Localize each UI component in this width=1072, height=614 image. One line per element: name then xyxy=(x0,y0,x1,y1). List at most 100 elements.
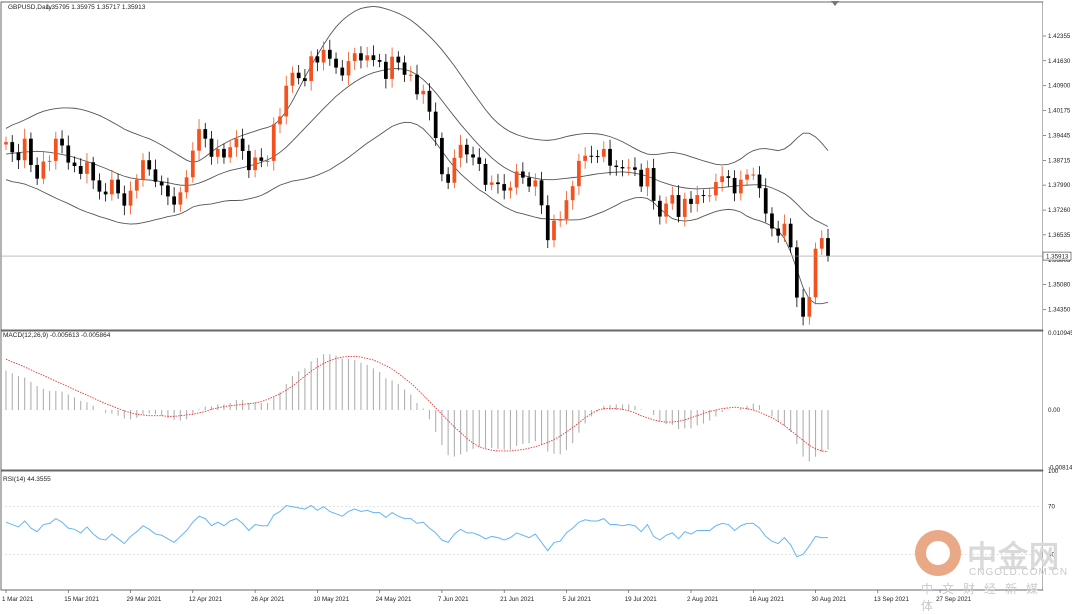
candle-body xyxy=(53,138,58,161)
chart-ohlc-label: 1.35795 1.35975 1.35717 1.35913 xyxy=(46,4,146,11)
price-scale xyxy=(1043,471,1071,590)
bollinger-upper-line xyxy=(5,5,829,166)
candle-body xyxy=(558,218,563,221)
candle-body xyxy=(209,138,214,157)
price-scale xyxy=(1043,331,1071,470)
candle-body xyxy=(471,154,475,158)
price-tick-label: 1.39445 xyxy=(1048,132,1071,139)
candle-body xyxy=(16,152,21,161)
candle-body xyxy=(415,74,419,95)
candle-body xyxy=(228,147,233,158)
candle-body xyxy=(813,248,818,298)
candle-body xyxy=(141,160,145,180)
candle-body xyxy=(4,142,8,145)
candle-body xyxy=(726,176,731,178)
candle-body xyxy=(651,168,656,201)
candle-body xyxy=(732,177,737,194)
price-tick-label: 1.34350 xyxy=(1048,307,1071,314)
candle-body xyxy=(377,60,382,62)
candle-body xyxy=(714,182,718,196)
candle-body xyxy=(452,157,457,183)
price-tick-label: 1.35080 xyxy=(1048,282,1071,289)
candle-body xyxy=(259,157,264,161)
macd-pane: 0.010945 0.00 -0.008144 xyxy=(0,330,1072,471)
candle-body xyxy=(707,195,712,197)
candle-body xyxy=(427,90,432,112)
x-tick-label: 12 Apr 2021 xyxy=(189,596,223,603)
candle-body xyxy=(620,167,625,169)
rsi-indicator-label: RSI(14) 44.3555 xyxy=(3,476,51,483)
candle-body xyxy=(371,55,376,61)
candle-body xyxy=(496,182,500,185)
candle-body xyxy=(178,192,183,205)
candle-body xyxy=(440,137,444,175)
candle-body xyxy=(745,174,749,180)
macd-tick-label: 0.010945 xyxy=(1048,330,1072,337)
scroll-shift-marker-icon[interactable] xyxy=(831,1,839,6)
candle-body xyxy=(265,160,270,162)
candle-body xyxy=(645,168,650,187)
candle-body xyxy=(533,180,538,187)
candle-body xyxy=(128,190,133,206)
candle-body xyxy=(253,157,257,171)
watermark-slogan: 中文财经新媒体 xyxy=(921,582,1048,613)
x-tick-label: 5 Jul 2021 xyxy=(562,596,591,603)
pane-frame xyxy=(0,470,1044,591)
candle-body xyxy=(539,180,544,206)
candle-body xyxy=(464,144,469,155)
x-tick-label: 13 Sep 2021 xyxy=(874,596,910,603)
rsi-tick-label: 100 xyxy=(1048,468,1059,475)
candle-body xyxy=(246,150,251,171)
candle-body xyxy=(527,177,531,187)
candle-body xyxy=(570,186,575,201)
pane-frame xyxy=(0,330,1044,471)
price-tick-label: 1.36535 xyxy=(1048,232,1071,239)
candle-body xyxy=(66,145,71,163)
x-tick-label: 29 Mar 2021 xyxy=(127,596,162,603)
candle-body xyxy=(458,144,463,158)
candle-body xyxy=(359,53,363,61)
candle-body xyxy=(41,161,46,179)
candle-body xyxy=(85,162,89,174)
price-tick-label: 1.37260 xyxy=(1048,207,1071,214)
candle-body xyxy=(159,181,164,186)
price-tick-label: 1.38715 xyxy=(1048,157,1071,164)
candle-body xyxy=(278,116,282,125)
bollinger-lower-line xyxy=(5,121,829,305)
candle-body xyxy=(738,179,743,194)
x-tick-label: 10 May 2021 xyxy=(313,596,349,603)
candle-body xyxy=(421,90,426,95)
candle-body xyxy=(751,174,756,176)
candle-body xyxy=(234,138,239,148)
candle-body xyxy=(134,179,139,191)
candle-body xyxy=(657,200,662,217)
candle-body xyxy=(776,228,781,236)
candle-body xyxy=(608,148,612,166)
candle-body xyxy=(763,188,768,214)
candle-body xyxy=(22,138,27,161)
candle-body xyxy=(352,53,357,62)
rsi-line xyxy=(5,504,828,558)
candle-body xyxy=(91,162,96,181)
candle-body xyxy=(601,148,606,157)
candle-body xyxy=(520,171,525,178)
chart-symbol-label: GBPUSD,Daily xyxy=(8,4,52,11)
macd-tick-label: -0.008144 xyxy=(1048,464,1072,471)
macd-tick-label: 0.00 xyxy=(1048,407,1061,414)
price-tick-label: 1.37990 xyxy=(1048,182,1071,189)
candle-body xyxy=(757,174,762,189)
candle-body xyxy=(29,138,33,165)
candle-body xyxy=(197,129,201,151)
x-tick-label: 7 Jun 2021 xyxy=(438,596,469,603)
candle-body xyxy=(701,195,706,197)
candle-body xyxy=(477,157,482,164)
candle-body xyxy=(801,297,805,317)
candle-body xyxy=(408,74,413,76)
x-tick-label: 2 Aug 2021 xyxy=(687,596,719,603)
candle-body xyxy=(433,111,438,138)
candle-body xyxy=(346,61,351,76)
candle-body xyxy=(116,179,120,194)
candle-body xyxy=(122,193,127,206)
rsi-tick-label: 30 xyxy=(1048,551,1055,558)
